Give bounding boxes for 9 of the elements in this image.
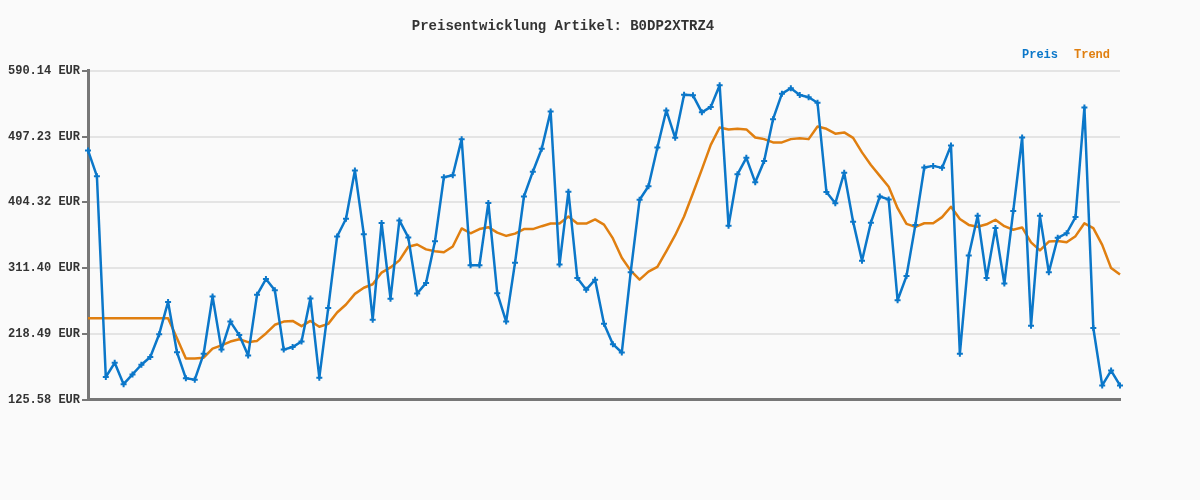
y-tick-label: 218.49 EUR bbox=[8, 326, 81, 341]
y-tick-label: 125.58 EUR bbox=[8, 392, 81, 407]
y-tick-label: 497.23 EUR bbox=[8, 129, 81, 144]
text: Preis bbox=[1021, 47, 1058, 62]
chart-title: Preisentwicklung Artikel: B0DP2XTRZ4 bbox=[411, 17, 715, 34]
y-tick-label: 590.14 EUR bbox=[8, 63, 81, 78]
y-tick-label: 311.40 EUR bbox=[8, 261, 81, 276]
text: Trend bbox=[1073, 47, 1111, 62]
y-tick-label: 404.32 EUR bbox=[8, 195, 81, 210]
